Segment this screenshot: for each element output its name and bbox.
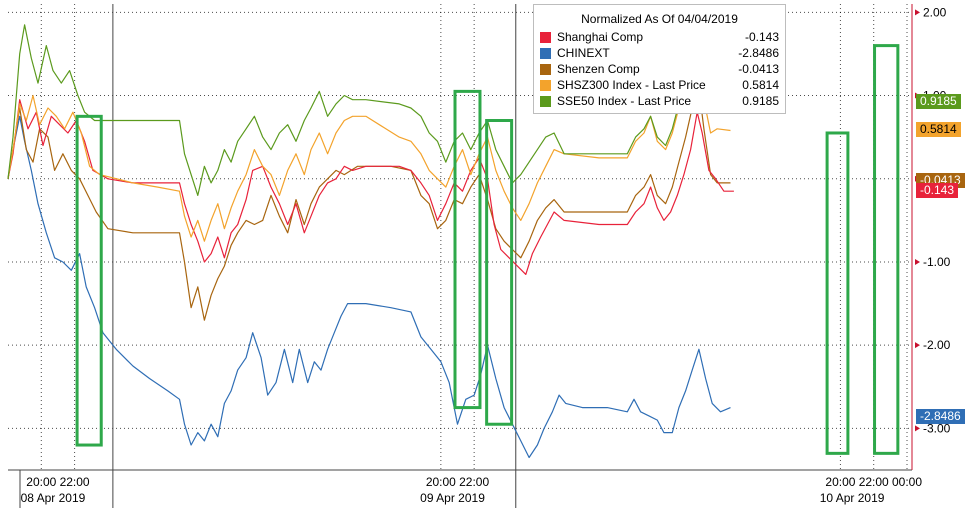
y-tick-label: 2.00	[923, 5, 947, 19]
highlight-box	[75, 114, 103, 447]
end-value-badge-sse50: 0.9185	[916, 94, 961, 109]
y-tick-mark	[915, 258, 920, 265]
legend-value: -0.0413	[738, 62, 779, 76]
x-tick-label: 22:00	[459, 475, 489, 489]
series-line-chinext	[7, 115, 731, 459]
end-value-badge-shanghai: -0.143	[916, 183, 959, 198]
x-tick-label: 20:00	[26, 475, 56, 489]
end-value-badge-chinext: -2.8486	[916, 409, 965, 424]
legend: Normalized As Of 04/04/2019 Shanghai Com…	[533, 4, 786, 114]
legend-value: -0.143	[744, 30, 779, 44]
end-value-badge-shsz300: 0.5814	[916, 122, 961, 137]
legend-value: 0.5814	[742, 78, 779, 92]
y-tick-mark	[915, 425, 920, 432]
x-tick-label: 22:00	[60, 475, 90, 489]
legend-label: Shenzen Comp	[557, 62, 640, 76]
highlight-box	[485, 119, 514, 426]
series-line-sse50	[7, 24, 731, 196]
x-tick-label: 00:00	[892, 475, 922, 489]
x-day-label: 08 Apr 2019	[21, 491, 86, 505]
y-tick-label: -3.00	[923, 421, 951, 435]
y-tick-mark	[915, 9, 920, 16]
chart-highlight-boxes	[75, 44, 900, 455]
x-day-label: 09 Apr 2019	[420, 491, 485, 505]
highlight-box	[873, 44, 900, 455]
legend-swatch	[540, 31, 551, 43]
x-tick-label: 20:00	[825, 475, 855, 489]
legend-swatch	[540, 47, 551, 59]
series-line-shsz300	[7, 53, 731, 242]
legend-item-shenzen-comp: Shenzen Comp -0.0413	[540, 61, 779, 77]
legend-label: CHINEXT	[557, 46, 610, 60]
legend-swatch	[540, 95, 551, 107]
legend-label: SHSZ300 Index - Last Price	[557, 78, 706, 92]
y-tick-label: -2.00	[923, 338, 951, 352]
legend-swatch	[540, 79, 551, 91]
legend-swatch	[540, 63, 551, 75]
y-tick-label: -1.00	[923, 255, 951, 269]
chart-series-lines	[7, 24, 734, 459]
chart-title: Normalized As Of 04/04/2019	[581, 12, 738, 26]
legend-label: Shanghai Comp	[557, 30, 644, 44]
x-tick-label: 20:00	[426, 475, 456, 489]
legend-value: 0.9185	[742, 94, 779, 108]
x-day-label: 10 Apr 2019	[820, 491, 885, 505]
legend-item-sse50: SSE50 Index - Last Price 0.9185	[540, 93, 779, 109]
highlight-box	[453, 89, 482, 410]
legend-item-chinext: CHINEXT -2.8486	[540, 45, 779, 61]
legend-item-shsz300: SHSZ300 Index - Last Price 0.5814	[540, 77, 779, 93]
x-tick-label: 22:00	[859, 475, 889, 489]
series-line-shanghai	[7, 99, 734, 275]
legend-value: -2.8486	[738, 46, 779, 60]
y-tick-mark	[915, 342, 920, 349]
highlight-box	[825, 131, 850, 455]
legend-label: SSE50 Index - Last Price	[557, 94, 692, 108]
legend-item-shanghai-comp: Shanghai Comp -0.143	[540, 29, 779, 45]
